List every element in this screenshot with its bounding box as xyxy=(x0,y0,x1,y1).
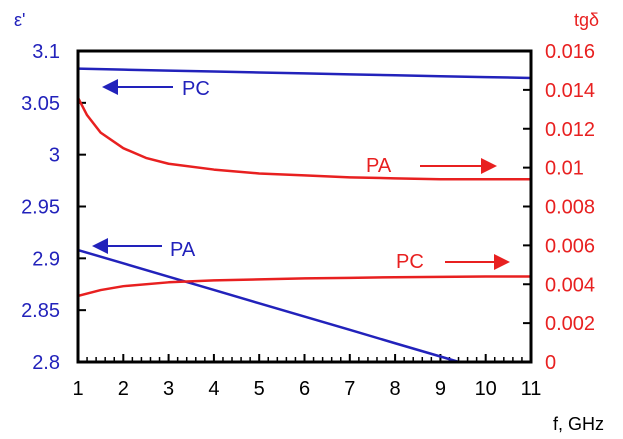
series-line-right-pc xyxy=(78,275,531,298)
x-tick-label: 5 xyxy=(254,378,265,400)
series-line-right-pa xyxy=(78,96,531,181)
x-tick-label: 6 xyxy=(299,378,310,400)
x-tick-label: 3 xyxy=(163,378,174,400)
y-left-tick-label: 2.9 xyxy=(32,248,60,270)
y-left-tick-label: 3.05 xyxy=(21,93,60,115)
annotation-pc-right: PC xyxy=(396,251,510,273)
annotation-label: PC xyxy=(182,78,210,100)
annotation-label: PC xyxy=(396,251,424,273)
y-right-tick-label: 0.016 xyxy=(545,41,595,63)
annotation-pc-left: PC xyxy=(102,78,210,100)
y-left-tick-label: 2.85 xyxy=(21,300,60,322)
arrow-left-icon xyxy=(102,79,118,95)
annotation-label: PA xyxy=(170,239,196,261)
y-left-tick-label: 3.1 xyxy=(32,41,60,63)
plot-frame xyxy=(76,49,533,364)
arrow-left-icon xyxy=(92,238,108,254)
x-tick-label: 1 xyxy=(72,378,83,400)
annotation-pa-right: PA xyxy=(366,155,497,177)
x-axis-label: f, GHz xyxy=(553,414,604,434)
arrow-right-icon xyxy=(481,158,497,174)
y-right-tick-label: 0.006 xyxy=(545,235,595,257)
x-tick-label: 4 xyxy=(208,378,219,400)
y-right-tick-label: 0.014 xyxy=(545,80,595,102)
y-left-tick-label: 2.8 xyxy=(32,352,60,374)
series-line-left-pc xyxy=(78,67,531,80)
x-tick-label: 2 xyxy=(118,378,129,400)
left-axis-ticks: 2.8 2.85 2.9 2.95 3 3.05 3.1 xyxy=(21,41,86,374)
y-left-tick-label: 2.95 xyxy=(21,197,60,219)
y-right-tick-label: 0.01 xyxy=(545,158,584,180)
arrow-right-icon xyxy=(494,254,510,270)
annotation-layer: PC PA PA PC xyxy=(92,78,510,273)
y-right-tick-label: 0 xyxy=(545,352,556,374)
annotation-label: PA xyxy=(366,155,392,177)
x-tick-label: 11 xyxy=(521,378,542,400)
y-right-tick-label: 0.004 xyxy=(545,274,595,296)
series-layer xyxy=(78,67,531,362)
y-right-tick-label: 0.002 xyxy=(545,313,595,335)
y-left-label: ε' xyxy=(14,10,25,30)
annotation-pa-left: PA xyxy=(92,238,196,261)
x-tick-label: 8 xyxy=(390,378,401,400)
x-tick-label: 10 xyxy=(475,378,497,400)
x-tick-label: 7 xyxy=(344,378,355,400)
right-axis-ticks: 0 0.002 0.004 0.006 0.008 0.01 0.012 0.014 0.016 xyxy=(523,41,595,374)
y-left-tick-label: 3 xyxy=(49,145,60,167)
y-right-tick-label: 0.008 xyxy=(545,197,595,219)
x-tick-label: 9 xyxy=(435,378,446,400)
y-right-tick-label: 0.012 xyxy=(545,119,595,141)
y-right-label: tgδ xyxy=(574,10,599,30)
